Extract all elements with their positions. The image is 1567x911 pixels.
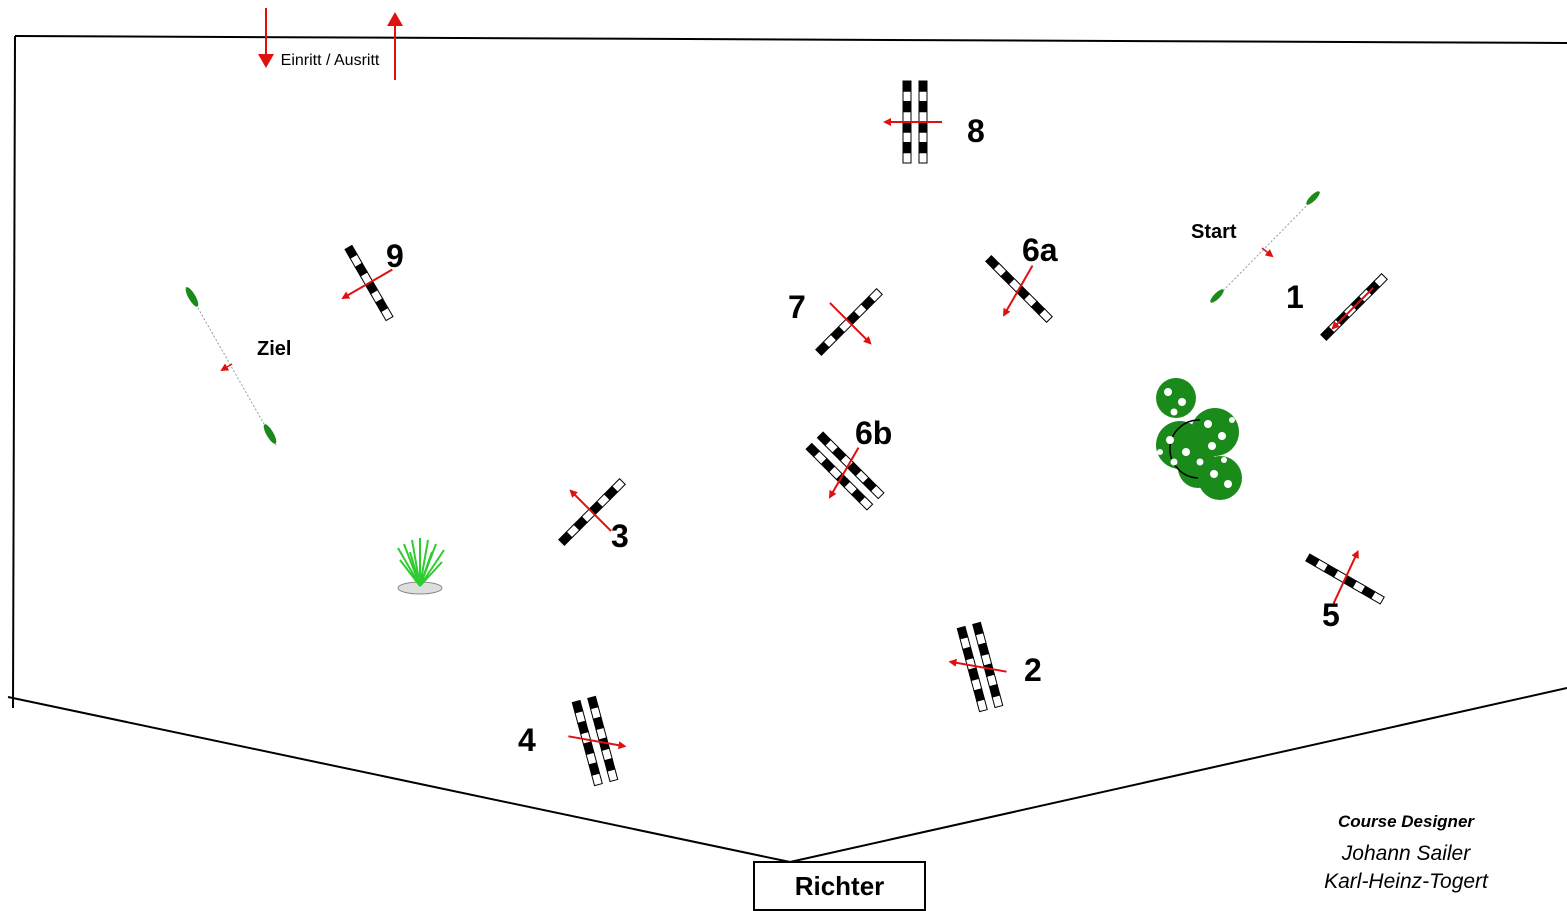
fence-pole-segment xyxy=(976,698,988,713)
fence-pole-segment xyxy=(380,306,394,322)
fence-pole-segment xyxy=(1038,308,1053,323)
grass-decoration xyxy=(397,538,445,595)
fence-pole-segment xyxy=(918,131,928,143)
fence-pole-segment xyxy=(858,495,874,511)
obstacle-8-number: 8 xyxy=(967,113,985,149)
obstacle-3-number: 3 xyxy=(611,518,629,554)
obstacle-9-fence xyxy=(344,244,394,322)
obstacle-layer xyxy=(341,80,1388,787)
fence-pole-segment xyxy=(611,478,626,493)
fence-pole-segment xyxy=(902,131,912,143)
obstacle-8-fence xyxy=(902,80,928,164)
finish-line xyxy=(185,286,277,446)
arena-border xyxy=(7,35,1567,863)
obstacle-6b-fence xyxy=(805,431,885,511)
fence-pole-segment xyxy=(1373,273,1388,288)
fence-pole-segment xyxy=(918,142,928,154)
fence-pole-segment xyxy=(1370,590,1385,605)
obstacle-6b-direction-arrow xyxy=(829,447,860,499)
obstacle-5-direction-arrow xyxy=(1332,549,1359,604)
finish-label: Ziel xyxy=(257,338,292,360)
fence-pole-segment xyxy=(902,90,912,102)
obstacle-3-fence xyxy=(558,478,626,546)
judge-box: Richter xyxy=(753,861,926,911)
entry-exit-label: Einritt / Ausritt xyxy=(280,52,380,69)
course-designer-heading: Course Designer xyxy=(1337,812,1475,831)
fence-pole-segment xyxy=(918,121,928,133)
obstacle-2-number: 2 xyxy=(1024,652,1042,688)
course-designer-name-2: Karl-Heinz-Togert xyxy=(1324,870,1488,893)
fence-pole-segment xyxy=(868,288,883,303)
obstacle-6a-direction-arrow xyxy=(1003,265,1034,317)
obstacle-2-fence xyxy=(956,621,1004,713)
course-designer-name-1: Johann Sailer xyxy=(1341,842,1471,865)
fence-pole-segment xyxy=(902,101,912,113)
start-line xyxy=(1210,191,1321,303)
fence-pole-segment xyxy=(902,142,912,154)
fence-pole-segment xyxy=(918,111,928,123)
obstacle-4-direction-arrow xyxy=(568,735,627,750)
obstacle-6a-number: 6a xyxy=(1022,232,1058,268)
flower-bush-decoration xyxy=(1156,378,1242,500)
obstacle-6a-fence xyxy=(985,255,1053,323)
obstacle-4-fence xyxy=(571,695,619,787)
fence-pole-segment xyxy=(869,484,885,500)
obstacle-1-number: 1 xyxy=(1286,279,1304,315)
fence-pole-segment xyxy=(902,152,912,164)
fence-pole-segment xyxy=(918,80,928,92)
obstacle-5-fence xyxy=(1305,553,1385,605)
course-designer-credits: Course Designer Johann Sailer Karl-Heinz… xyxy=(1290,812,1522,896)
fence-pole-segment xyxy=(902,80,912,92)
start-label: Start xyxy=(1191,221,1237,243)
fence-pole-segment xyxy=(902,121,912,133)
obstacle-3-direction-arrow xyxy=(569,489,612,532)
fence-pole-segment xyxy=(918,101,928,113)
fence-pole-segment xyxy=(918,90,928,102)
fence-pole-segment xyxy=(591,772,603,787)
obstacle-7-number: 7 xyxy=(788,289,806,325)
fence-pole-segment xyxy=(902,111,912,123)
obstacle-9-number: 9 xyxy=(386,238,404,274)
obstacle-6b-number: 6b xyxy=(855,415,893,451)
obstacle-1-direction-arrow xyxy=(1331,287,1374,330)
obstacle-9-direction-arrow xyxy=(341,268,393,299)
obstacle-4-number: 4 xyxy=(518,722,536,758)
judge-label: Richter xyxy=(794,870,885,901)
fence-pole-segment xyxy=(991,694,1004,709)
obstacle-5-number: 5 xyxy=(1322,597,1340,633)
fence-pole-segment xyxy=(918,152,928,164)
fence-pole-segment xyxy=(606,768,619,783)
obstacle-7-fence xyxy=(815,288,883,356)
obstacle-7-direction-arrow xyxy=(829,302,872,345)
obstacle-2-direction-arrow xyxy=(948,658,1007,673)
